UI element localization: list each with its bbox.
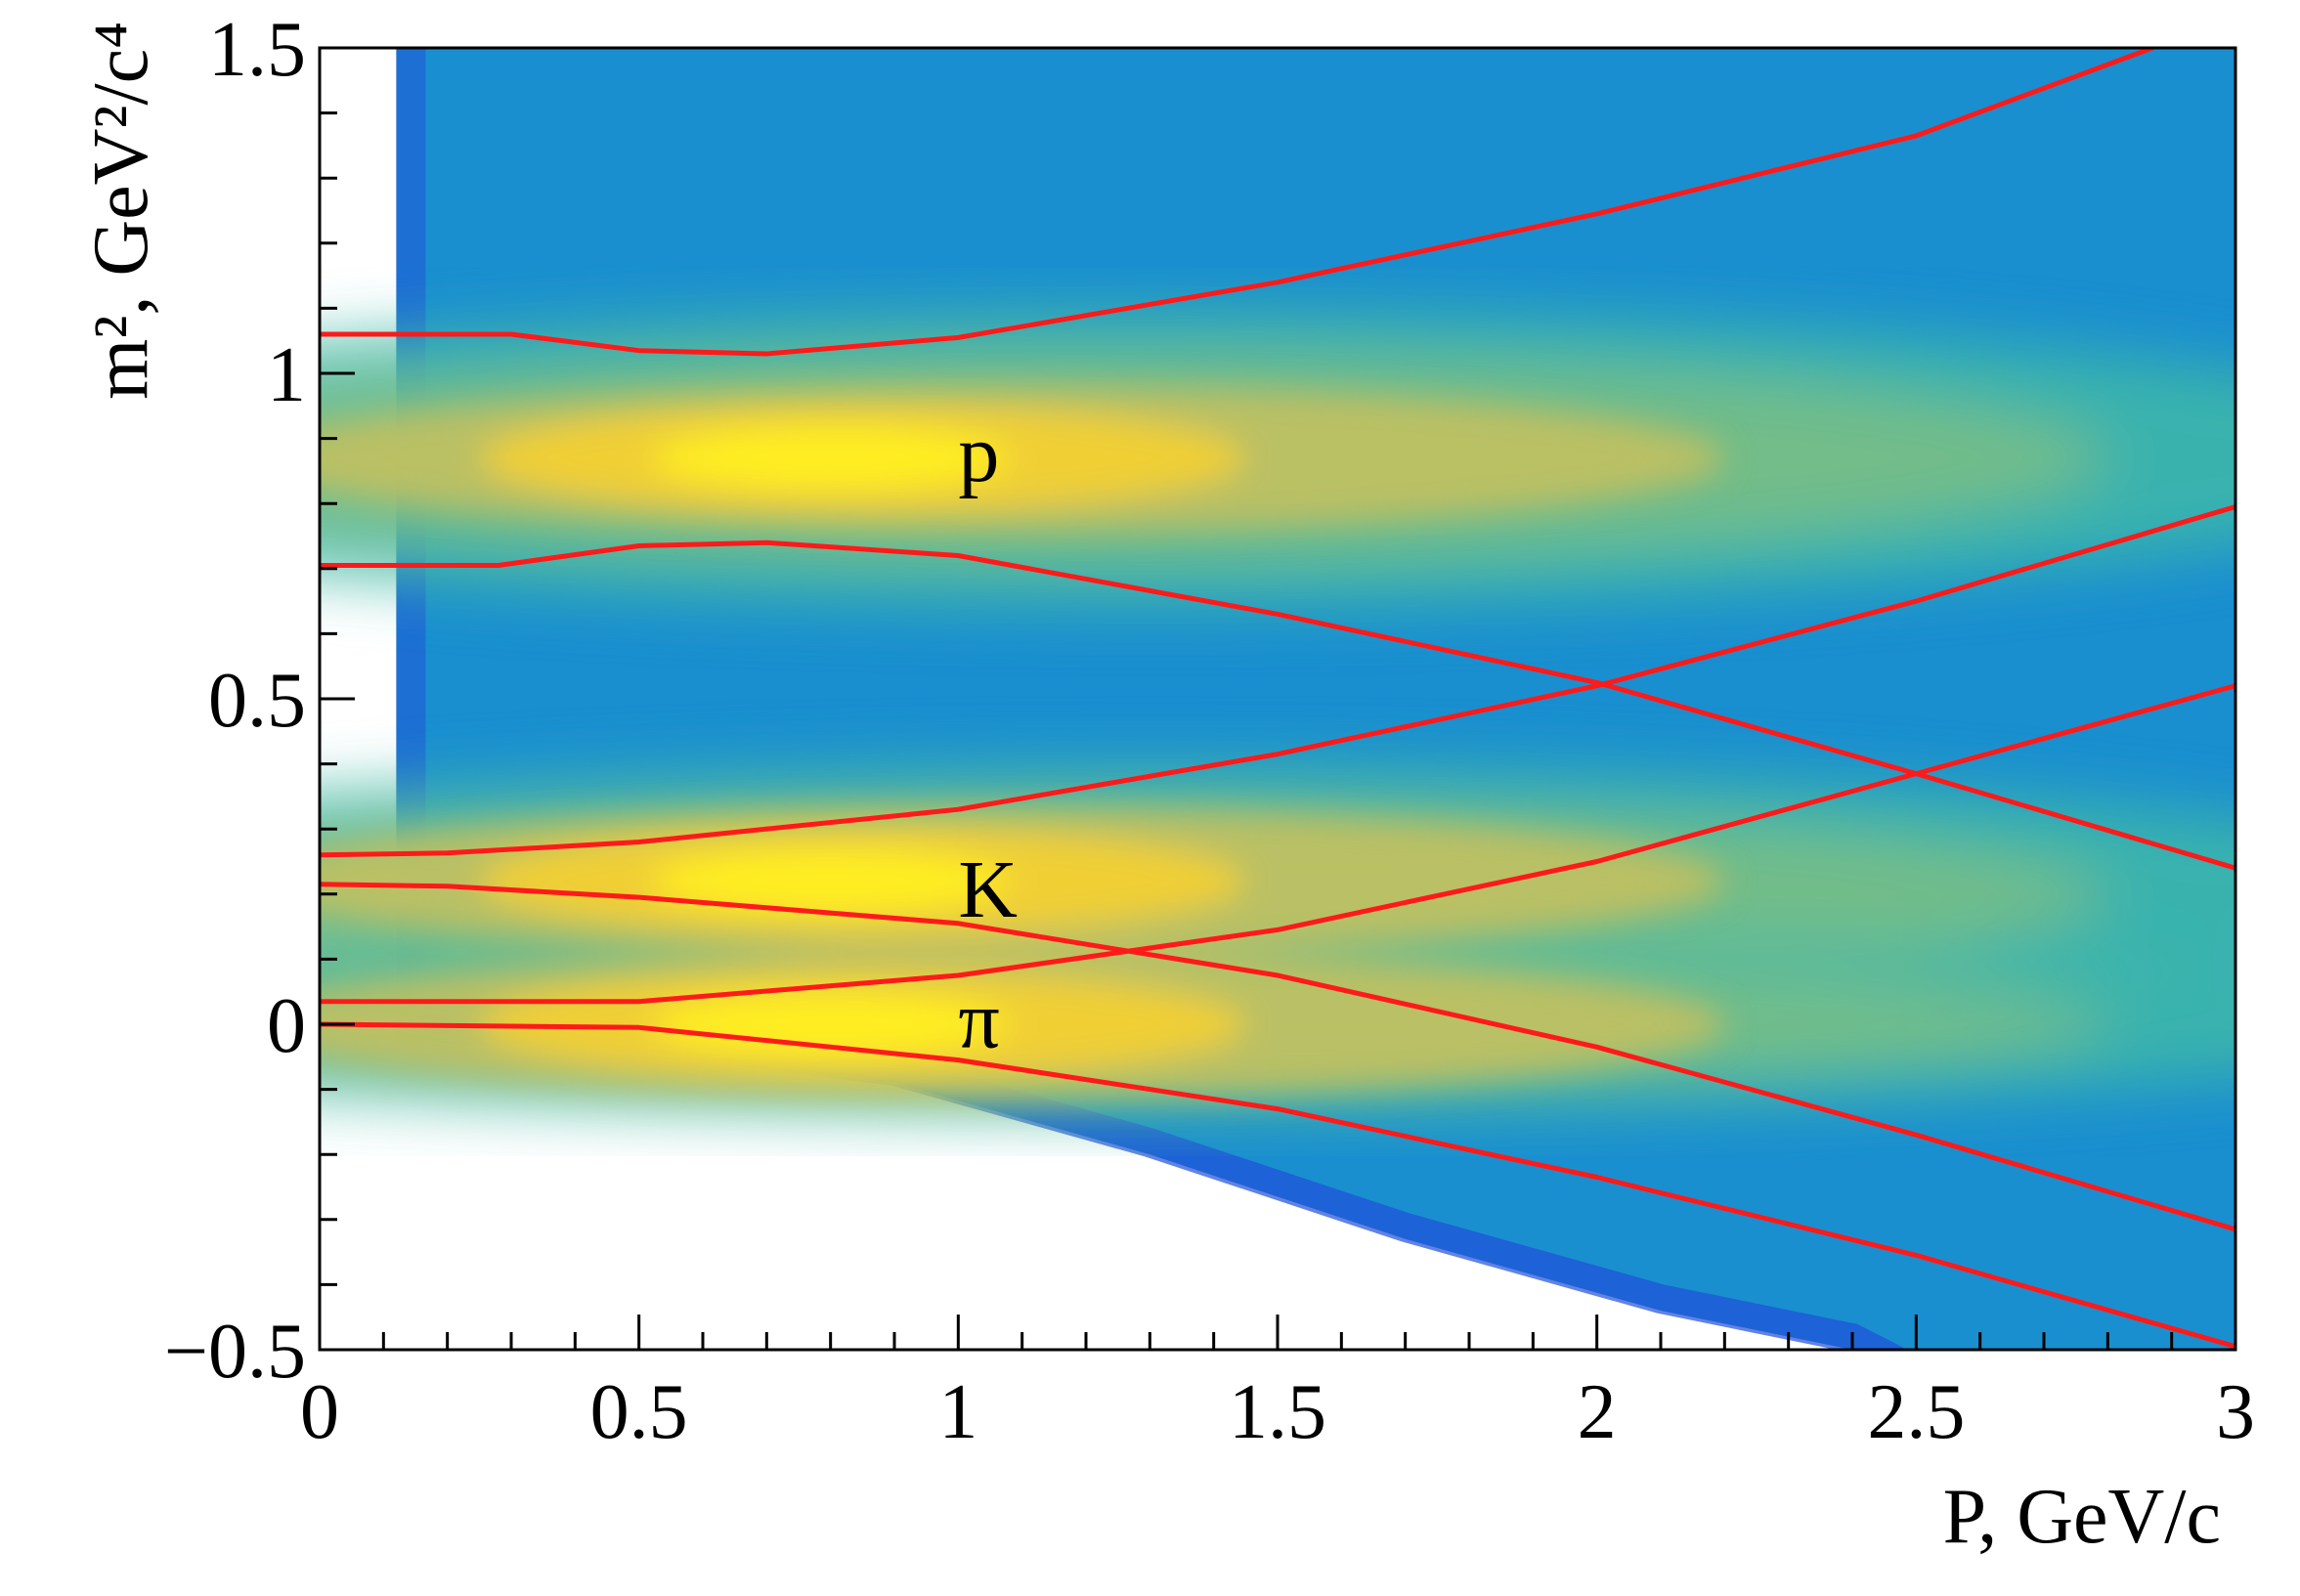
y-tick-label: 1.5 [208, 7, 306, 93]
selection-curve-4 [320, 683, 2235, 1005]
heat-core-inner-0 [651, 426, 1010, 490]
selection-curve-3 [320, 882, 2235, 1232]
y-tick-label: 0 [267, 983, 306, 1069]
selection-curve-2 [320, 504, 2235, 858]
x-tick-label: 3 [2216, 1369, 2255, 1455]
particle-labels: p Kπ [958, 409, 1018, 1065]
selection-curve-0 [320, 48, 2153, 357]
x-tick-label: 2.5 [1867, 1369, 1965, 1455]
x-tick-label: 0 [300, 1369, 339, 1455]
x-axis: 0 0.5 1 1.5 2 2.5 3 [300, 1315, 2255, 1455]
particle-label-1: K [958, 844, 1018, 935]
x-tick-label: 2 [1578, 1369, 1617, 1455]
x-tick-label: 0.5 [590, 1369, 688, 1455]
particle-label-0: p [958, 409, 999, 499]
density-heatmap [320, 48, 2235, 1350]
x-tick-label: 1.5 [1229, 1369, 1326, 1455]
y-tick-label: 1 [267, 332, 306, 418]
y-tick-label: −0.5 [164, 1309, 306, 1395]
selection-curve-5 [320, 1021, 2235, 1350]
y-tick-label: 0.5 [208, 658, 306, 744]
y-axis: −0.5 0 0.5 1 1.5 [164, 7, 355, 1395]
selection-curve-1 [320, 539, 2235, 871]
selection-curves [320, 48, 2235, 1350]
heat-empty-region [320, 1037, 1852, 1350]
heat-core-inner-1 [651, 849, 1010, 913]
x-tick-label: 1 [938, 1369, 977, 1455]
y-axis-label: m², GeV²/c⁴ [78, 22, 164, 400]
x-axis-label: P, GeV/c [1943, 1474, 2221, 1560]
particle-label-2: π [958, 974, 999, 1065]
